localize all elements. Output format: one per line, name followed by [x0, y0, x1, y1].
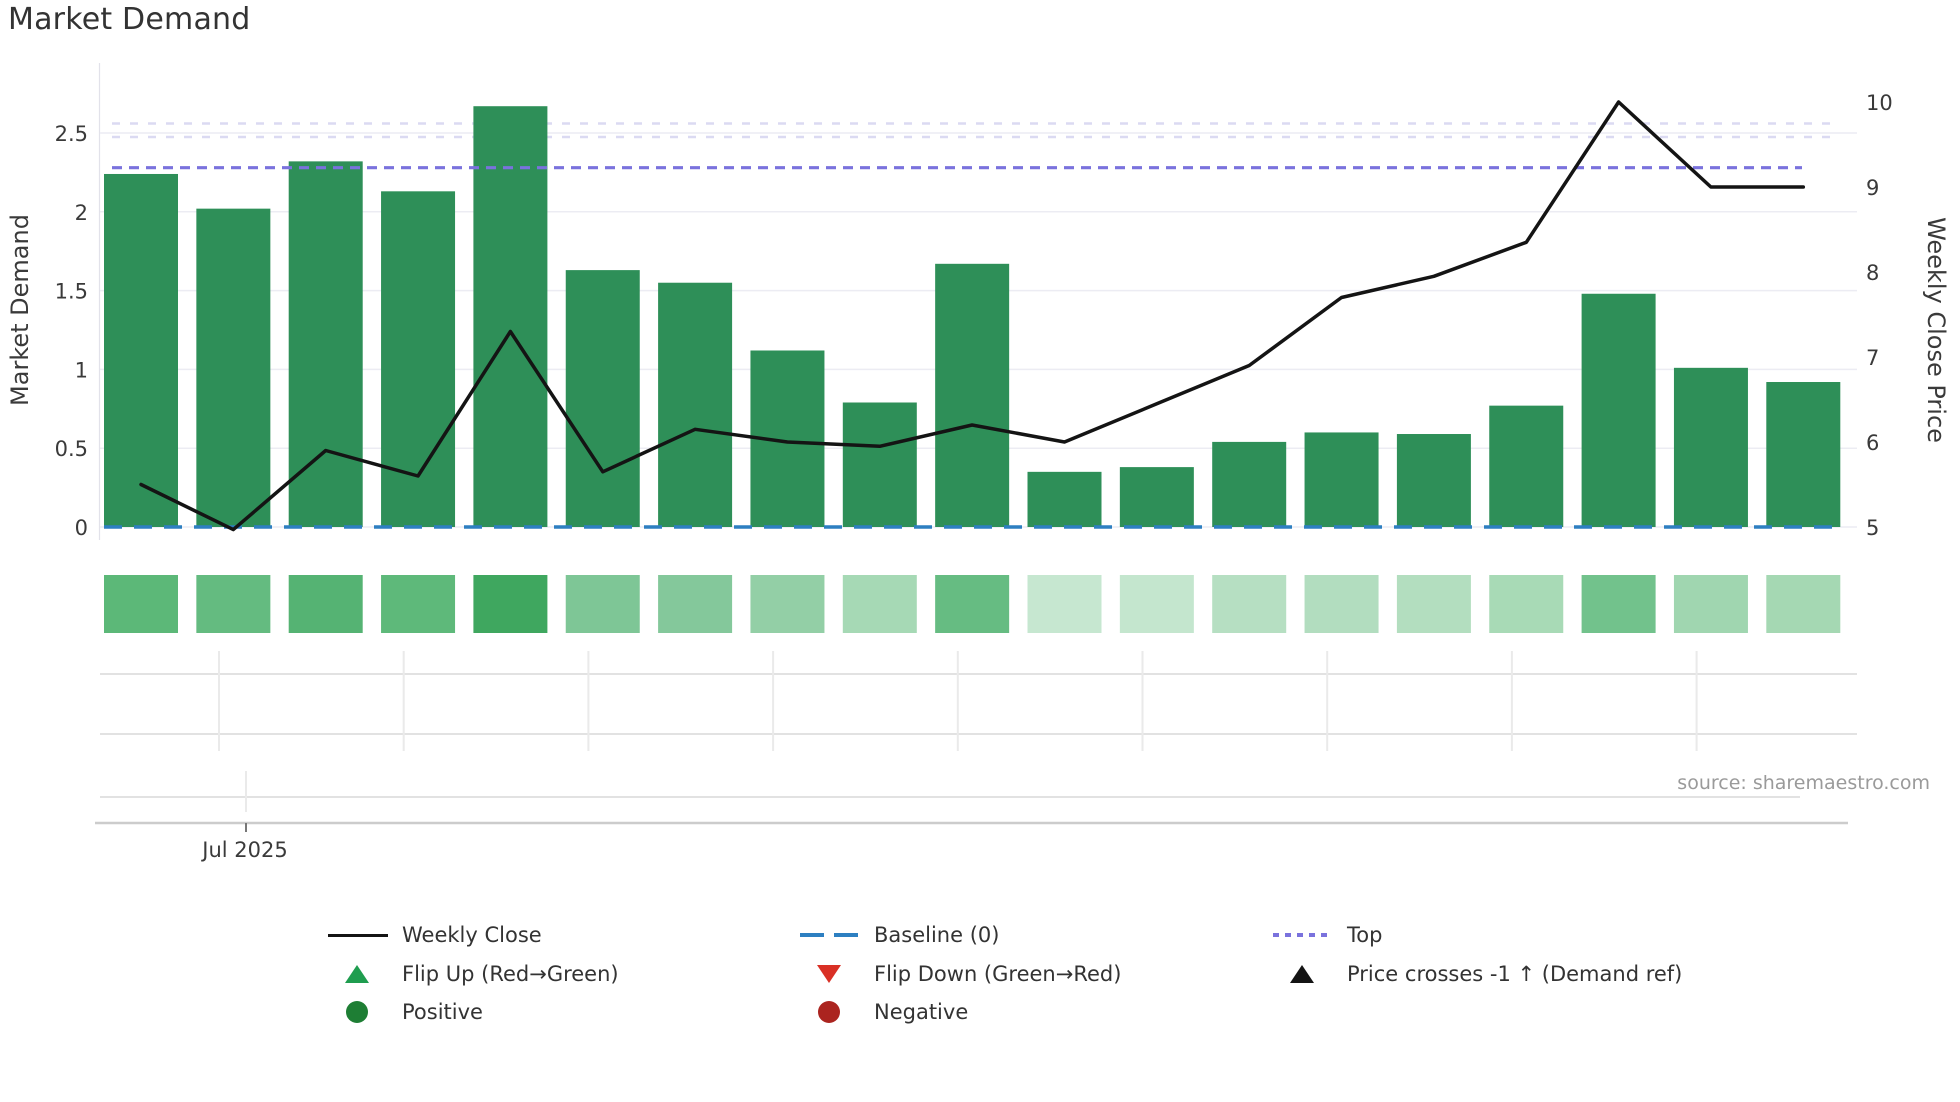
demand-bar	[1489, 405, 1564, 527]
demand-bar	[196, 208, 271, 527]
right-tick-label: 10	[1866, 91, 1893, 115]
left-tick-label: 1	[75, 358, 88, 382]
negative-circle-icon	[800, 1001, 862, 1023]
legend-item-price-crosses: Price crosses -1 ↑ (Demand ref)	[1273, 961, 1682, 987]
heatmap-cell	[381, 575, 456, 633]
left-tick-label: 0.5	[55, 437, 88, 461]
heatmap-cell	[104, 575, 178, 633]
demand-bar	[381, 191, 456, 527]
weekly-close-line-icon	[328, 933, 390, 937]
weekly-close-line	[139, 100, 1806, 532]
right-tick-label: 7	[1866, 346, 1879, 370]
heatmap-cell	[1119, 575, 1194, 633]
demand-bar	[1581, 293, 1656, 527]
left-tick-label: 1.5	[55, 280, 88, 304]
demand-bar	[658, 282, 733, 527]
price-crosses-triangle-icon	[1273, 964, 1335, 983]
legend-column-1: Weekly Close Flip Up (Red→Green) Positiv…	[328, 922, 619, 1038]
page-title: Market Demand	[8, 2, 251, 37]
demand-bar	[1766, 382, 1841, 527]
legend-item-positive: Positive	[328, 999, 619, 1025]
demand-bar	[288, 161, 363, 528]
legend-label: Flip Down (Green→Red)	[874, 961, 1122, 986]
legend-item-flip-down: Flip Down (Green→Red)	[800, 961, 1121, 987]
heatmap-cell	[1673, 575, 1748, 633]
legend-item-flip-up: Flip Up (Red→Green)	[328, 961, 619, 987]
heatmap-cell	[658, 575, 733, 633]
source-note: source: sharemaestro.com	[1677, 772, 1930, 794]
heatmap-cell	[750, 575, 825, 633]
baseline-dashed-line-icon	[800, 933, 862, 937]
legend-label: Flip Up (Red→Green)	[402, 961, 619, 986]
flip-up-triangle-icon	[328, 964, 390, 983]
demand-bar	[473, 106, 548, 527]
heatmap-cell	[565, 575, 640, 633]
legend-label: Baseline (0)	[874, 923, 1000, 947]
demand-bar	[565, 270, 640, 527]
left-tick-label: 2	[75, 201, 88, 225]
demand-bar	[1212, 441, 1287, 527]
heatmap-cell	[1396, 575, 1471, 633]
legend-label: Top	[1347, 923, 1383, 947]
demand-bar	[1396, 434, 1471, 527]
demand-bar	[1304, 432, 1379, 527]
positive-circle-icon	[328, 1001, 390, 1023]
demand-bar	[1119, 467, 1194, 527]
heatmap-cell	[473, 575, 548, 633]
legend-label: Price crosses -1 ↑ (Demand ref)	[1347, 961, 1683, 986]
x-tick-label: Jul 2025	[200, 838, 287, 862]
legend-item-negative: Negative	[800, 999, 1121, 1025]
legend-label: Weekly Close	[402, 923, 542, 947]
legend-label: Positive	[402, 1000, 483, 1024]
heatmap-cell	[1027, 575, 1102, 633]
heatmap-cell	[1581, 575, 1656, 633]
heatmap-cell	[1212, 575, 1287, 633]
legend-item-weekly-close: Weekly Close	[328, 922, 619, 948]
heatmap-cell	[935, 575, 1010, 633]
flip-down-triangle-icon	[800, 964, 862, 983]
demand-bar	[104, 173, 178, 527]
heatmap-cell	[1766, 575, 1841, 633]
heatmap-cell	[288, 575, 363, 633]
heatmap-cell	[1489, 575, 1564, 633]
heatmap-cell	[1304, 575, 1379, 633]
demand-bar	[1673, 367, 1748, 527]
legend-column-3: Top Price crosses -1 ↑ (Demand ref)	[1273, 922, 1682, 999]
left-tick-label: 2.5	[55, 122, 88, 146]
right-tick-label: 5	[1866, 516, 1879, 540]
demand-bar	[935, 263, 1010, 527]
right-tick-label: 6	[1866, 431, 1879, 455]
top-dotted-line-icon	[1273, 933, 1335, 937]
demand-bar	[842, 402, 917, 527]
market-demand-chart: 0 0.5 1 1.5 2 2.5 5 6 7 8 9 10 Jul 2025	[55, 63, 1893, 862]
heatmap-cell	[196, 575, 271, 633]
right-tick-label: 9	[1866, 176, 1879, 200]
legend-column-2: Baseline (0) Flip Down (Green→Red) Negat…	[800, 922, 1121, 1038]
heatmap-cell	[842, 575, 917, 633]
demand-bar	[1027, 471, 1102, 527]
legend-label: Negative	[874, 1000, 969, 1024]
left-tick-label: 0	[75, 516, 88, 540]
right-tick-label: 8	[1866, 261, 1879, 285]
legend-item-baseline: Baseline (0)	[800, 922, 1121, 948]
legend-item-top: Top	[1273, 922, 1682, 948]
